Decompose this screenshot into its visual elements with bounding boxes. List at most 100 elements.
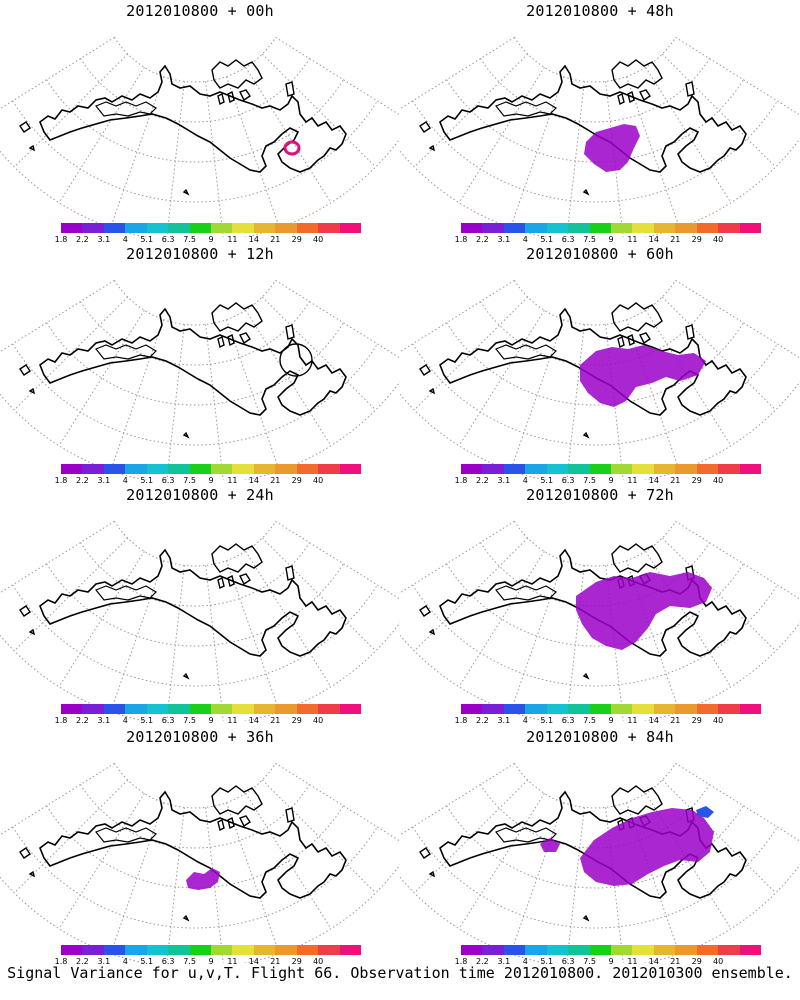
colorbar-tick-label: 21: [270, 235, 281, 244]
meridian-gridline: [166, 565, 185, 721]
coastline: [439, 64, 747, 173]
colorbar-tick-label: 9: [208, 957, 214, 966]
colorbar-swatch: [739, 223, 762, 233]
colorbar-swatch: [675, 223, 698, 233]
meridian-gridline: [261, 537, 377, 652]
latitude-gridline: [0, 380, 400, 480]
colorbar-swatch: [189, 704, 212, 714]
colorbar-swatch: [232, 464, 255, 474]
colorbar-swatch: [696, 223, 719, 233]
colorbar-swatch: [503, 464, 526, 474]
colorbar-tick-label: 14: [648, 957, 659, 966]
colorbar-tick-label: 3.1: [497, 716, 511, 725]
meridian-gridline: [645, 551, 732, 687]
colorbar: 1.8 2.2 3.1 4 5.1 6.3 7.5 9 11 14 21 29 40: [55, 464, 362, 485]
colorbar-swatch: [146, 704, 169, 714]
colorbar-swatch: [103, 464, 126, 474]
colorbar-tick-label: 6.3: [561, 957, 575, 966]
colorbar-swatch: [339, 945, 362, 955]
meridian-gridline: [458, 551, 545, 687]
colorbar-swatch: [568, 223, 591, 233]
colorbar-swatch: [275, 223, 298, 233]
meridian-gridline: [58, 310, 145, 446]
colorbar-swatch: [611, 464, 633, 474]
colorbar: 1.8 2.2 3.1 4 5.1 6.3 7.5 9 11 14 21 29 40: [455, 945, 762, 966]
polar-map: [0, 36, 400, 237]
colorbar-swatch: [611, 223, 633, 233]
colorbar-tick-label: 5.1: [540, 235, 554, 244]
colorbar-swatch: [253, 464, 276, 474]
colorbar-tick-label: 7.5: [583, 476, 596, 485]
colorbar-swatch: [296, 945, 319, 955]
polar-map: [0, 520, 400, 721]
latitude-gridline: [400, 863, 800, 963]
colorbar-swatch: [653, 223, 676, 233]
colorbar-tick-label: 11: [227, 235, 238, 244]
meridian-gridline: [275, 36, 400, 116]
latitude-gridline: [446, 322, 744, 406]
colorbar-tick-label: 2.2: [76, 476, 89, 485]
colorbar-tick-label: 4: [522, 957, 528, 966]
colorbar-swatch: [211, 223, 233, 233]
latitude-gridline: [400, 621, 800, 721]
colorbar-swatch: [461, 945, 483, 955]
coastline: [39, 548, 347, 657]
colorbar-tick-label: 2.2: [476, 235, 489, 244]
colorbar-swatch: [589, 223, 612, 233]
colorbar-swatch: [611, 945, 633, 955]
colorbar-swatch: [339, 704, 362, 714]
colorbar-tick-label: 7.5: [583, 716, 596, 725]
colorbar-tick-label: 11: [227, 957, 238, 966]
colorbar-tick-label: 40: [713, 957, 724, 966]
colorbar-swatch: [253, 223, 276, 233]
latitude-gridline: [446, 805, 744, 889]
meridian-gridline: [675, 520, 800, 600]
meridian-gridline: [110, 319, 165, 471]
islands: [419, 121, 590, 196]
colorbar-swatch: [589, 704, 612, 714]
colorbar-swatch: [482, 945, 505, 955]
colorbar-swatch: [103, 223, 126, 233]
colorbar-swatch: [103, 945, 126, 955]
colorbar-tick-label: 11: [627, 716, 638, 725]
colorbar-tick-label: 3.1: [497, 476, 511, 485]
colorbar-tick-label: 21: [270, 716, 281, 725]
latitude-gridline: [114, 280, 276, 326]
islands: [419, 847, 590, 922]
northern-coast: [495, 101, 557, 117]
meridian-gridline: [400, 279, 515, 353]
latitude-gridline: [514, 763, 676, 809]
meridian-gridline: [275, 279, 400, 359]
colorbar-tick-label: 14: [248, 957, 259, 966]
colorbar-swatch: [211, 704, 233, 714]
colorbar-swatch: [232, 704, 255, 714]
latitude-gridline: [0, 863, 400, 963]
colorbar-tick-label: 1.8: [454, 476, 468, 485]
panel-title: 2012010800 + 48h: [526, 2, 674, 20]
meridian-gridline: [458, 793, 545, 929]
meridian-gridline: [58, 793, 145, 929]
latitude-gridline: [412, 584, 778, 687]
colorbar-swatch: [232, 223, 255, 233]
colorbar-swatch: [61, 704, 83, 714]
colorbar-swatch: [482, 704, 505, 714]
latitude-gridline: [80, 784, 310, 849]
meridian-gridline: [625, 76, 680, 228]
colorbar-swatch: [482, 464, 505, 474]
colorbar-tick-label: 21: [670, 476, 681, 485]
colorbar-tick-label: 9: [208, 235, 214, 244]
colorbar-swatch: [739, 704, 762, 714]
meridian-gridline: [458, 310, 545, 446]
meridian-gridline: [510, 76, 565, 228]
latitude-gridline: [412, 826, 778, 929]
variance-contour: [283, 140, 301, 156]
colorbar-tick-label: 5.1: [140, 235, 154, 244]
colorbar-tick-label: 4: [522, 476, 528, 485]
panel-title: 2012010800 + 84h: [526, 728, 674, 746]
latitude-gridline: [46, 322, 344, 406]
colorbar-swatch: [146, 464, 169, 474]
colorbar-tick-label: 7.5: [183, 235, 196, 244]
figure-caption: Signal Variance for u,v,T. Flight 66. Ob…: [7, 964, 793, 982]
colorbar-tick-label: 40: [313, 235, 324, 244]
